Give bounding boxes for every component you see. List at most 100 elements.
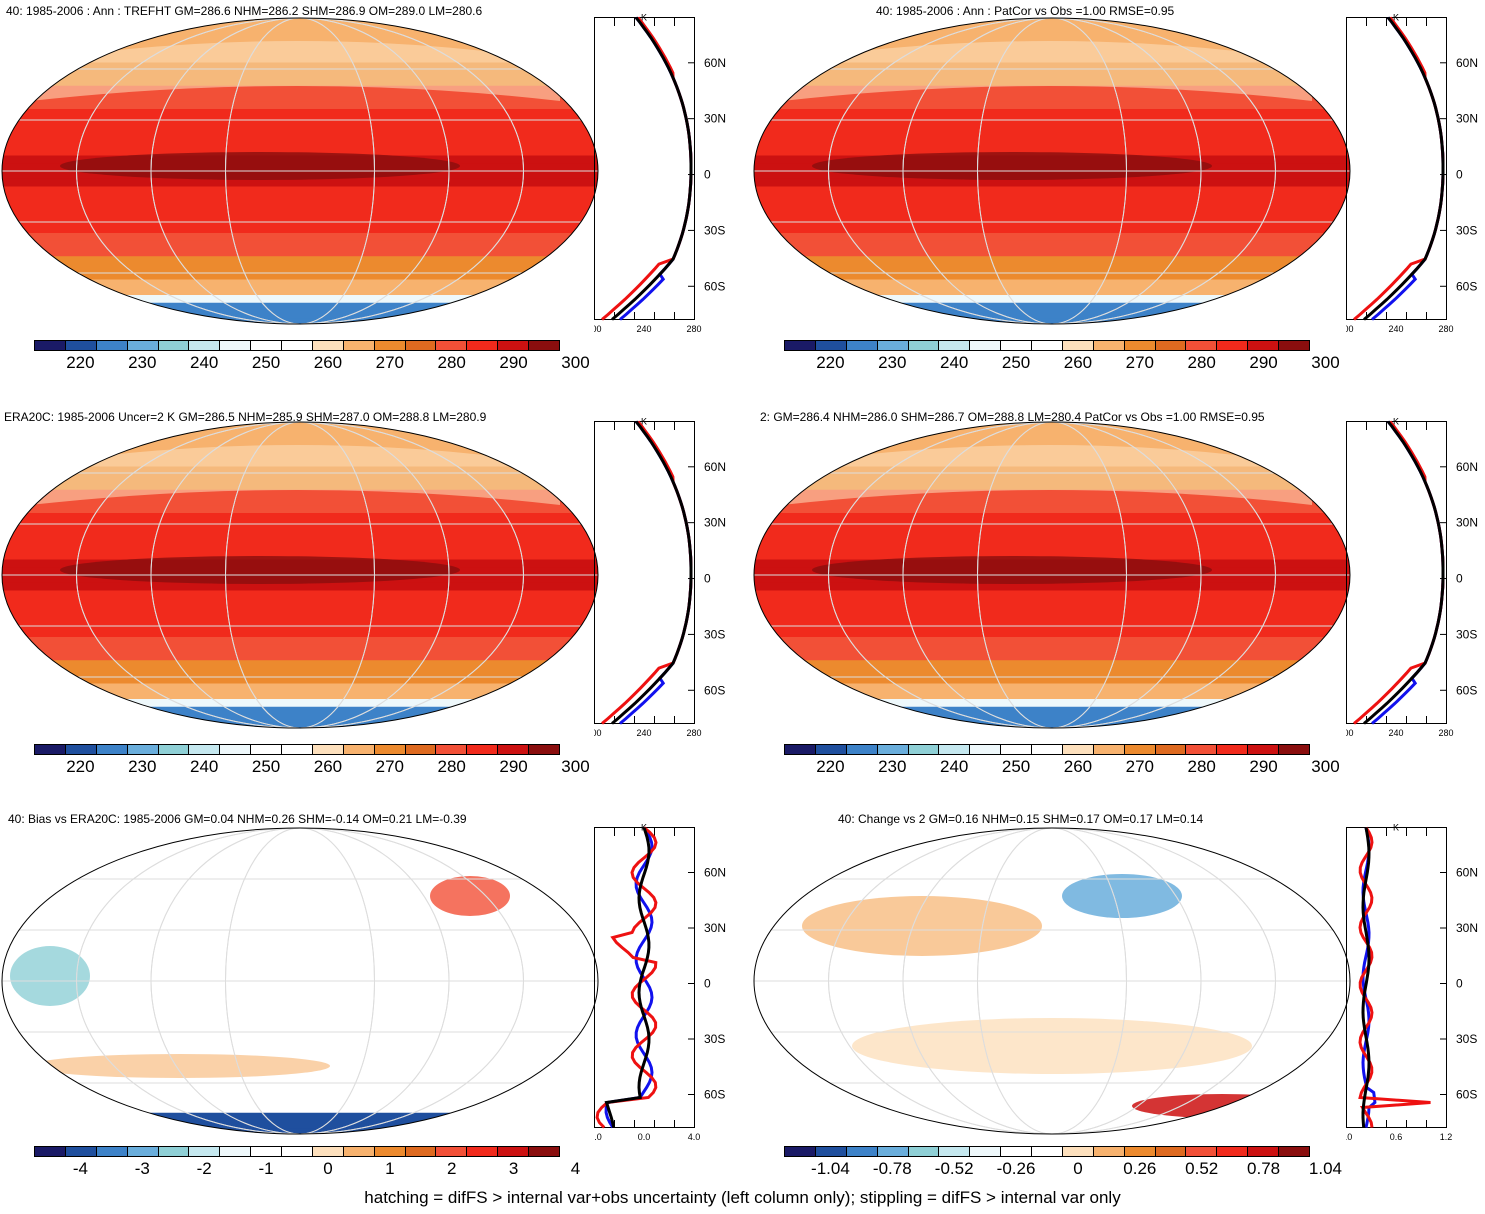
map-band xyxy=(754,841,1350,851)
colorbar-tick-label: 270 xyxy=(1125,757,1154,776)
graticule-line xyxy=(902,18,1202,324)
graticule-line xyxy=(977,18,1127,324)
colorbar-swatch xyxy=(404,745,436,754)
map-band xyxy=(2,287,598,296)
colorbar-tick-label: 280 xyxy=(437,757,466,776)
map-band xyxy=(2,18,598,25)
map-band xyxy=(754,101,1350,110)
colorbar-tick-label: 290 xyxy=(499,757,528,776)
map-band xyxy=(2,950,598,959)
map-band xyxy=(754,528,1350,538)
colorbar-tick-label: 0.52 xyxy=(1185,1159,1219,1178)
map-band xyxy=(754,1074,1350,1083)
colorbar-swatch xyxy=(311,341,343,350)
map-band xyxy=(2,714,598,724)
map-band xyxy=(2,590,598,600)
map-band xyxy=(2,981,598,990)
zonal-profile: K 200 240 280 60N 30N 0 30S 60S xyxy=(1346,14,1478,334)
colorbar-tick-label: -3 xyxy=(134,1159,150,1178)
map-band xyxy=(2,1050,598,1060)
colorbar-swatch xyxy=(95,341,127,350)
graticule-line xyxy=(902,422,1202,728)
colorbar-swatch xyxy=(219,1147,251,1156)
map-outline xyxy=(1,17,599,325)
map-band xyxy=(2,435,598,445)
profile-unit: K xyxy=(641,14,647,22)
profile-ref-line xyxy=(1363,420,1445,725)
map-band xyxy=(2,606,598,615)
colorbar-swatch xyxy=(95,745,127,754)
colorbar-swatch xyxy=(969,1147,1001,1156)
colorbar-swatch xyxy=(845,1147,877,1156)
colorbar-swatch xyxy=(1154,745,1186,754)
colorbar-swatch xyxy=(938,1147,970,1156)
map-band xyxy=(754,427,1350,437)
map-plot xyxy=(1,17,599,325)
map-plot xyxy=(753,827,1351,1135)
map-band xyxy=(2,598,598,607)
colorbar-swatch xyxy=(876,341,908,350)
map-band xyxy=(754,895,1350,905)
profile-xtick-label: 240 xyxy=(1388,324,1403,334)
colorbar-swatch xyxy=(95,1147,127,1156)
map-band xyxy=(754,271,1350,281)
colorbar-swatch xyxy=(35,341,65,350)
colorbar-swatch xyxy=(188,341,220,350)
profile-unit: K xyxy=(1393,418,1399,426)
map-plot xyxy=(753,421,1351,729)
cold-region-north xyxy=(782,445,1312,505)
map-band xyxy=(754,520,1350,530)
map-band xyxy=(2,194,598,203)
colorbar-swatch xyxy=(1154,1147,1186,1156)
map-band xyxy=(2,295,598,304)
warming-region xyxy=(852,1018,1252,1074)
colorbar-swatch xyxy=(466,745,498,754)
map-band xyxy=(2,23,598,33)
profile-xtick-label: 200 xyxy=(594,728,602,738)
colorbar-tick-label: -2 xyxy=(196,1159,212,1178)
colorbar-tick-label: 260 xyxy=(313,757,343,776)
warming-region xyxy=(1132,1094,1312,1118)
colorbar-tick-label: 270 xyxy=(375,353,404,372)
map-band xyxy=(754,318,1350,324)
map-band xyxy=(2,1004,598,1013)
graticule-line xyxy=(977,422,1127,728)
colorbar-tick-label: 0.26 xyxy=(1123,1159,1157,1178)
map-band xyxy=(754,950,1350,959)
colorbar-swatch xyxy=(435,745,467,754)
profile-xtick-label: 240 xyxy=(636,324,651,334)
map-band xyxy=(2,934,598,944)
footer-note: hatching = difFS > internal var+obs unce… xyxy=(364,1188,1121,1207)
map-band xyxy=(2,668,598,677)
colorbar-swatch xyxy=(876,745,908,754)
colorbar xyxy=(784,340,1310,351)
profile-ref-line xyxy=(1361,827,1371,1128)
colorbar-swatch xyxy=(785,745,815,754)
colorbar-swatch xyxy=(157,745,189,754)
colorbar-tick-label: 290 xyxy=(1249,353,1278,372)
colorbar-tick-label: -1 xyxy=(258,1159,274,1178)
colorbar-tick-label: 270 xyxy=(375,757,404,776)
colorbar-tick-label: 250 xyxy=(251,757,281,776)
colorbar xyxy=(784,744,1310,755)
colorbar-swatch xyxy=(373,745,405,754)
colorbar-tick-label: 1 xyxy=(385,1159,395,1178)
profile-xtick-label: 0.6 xyxy=(1390,1132,1403,1142)
colorbar-swatch xyxy=(1000,745,1031,754)
colorbar-swatch xyxy=(1278,1147,1309,1156)
colorbar-tick-label: 280 xyxy=(1187,353,1216,372)
profile-lat-label: 30S xyxy=(1456,1032,1477,1046)
colorbar-tick-label: -1.04 xyxy=(811,1159,850,1178)
map-band xyxy=(754,1089,1350,1099)
map-band xyxy=(2,699,598,708)
profile-lat-label: 30S xyxy=(704,627,725,641)
map-band xyxy=(754,513,1350,522)
map-band xyxy=(754,973,1350,982)
colorbar-swatch xyxy=(404,341,436,350)
map-band xyxy=(754,988,1350,998)
profile-obs-line xyxy=(619,16,693,321)
map-band xyxy=(754,489,1350,499)
colorbar xyxy=(34,340,560,351)
map-band xyxy=(2,926,598,936)
colorbar xyxy=(34,1146,560,1157)
